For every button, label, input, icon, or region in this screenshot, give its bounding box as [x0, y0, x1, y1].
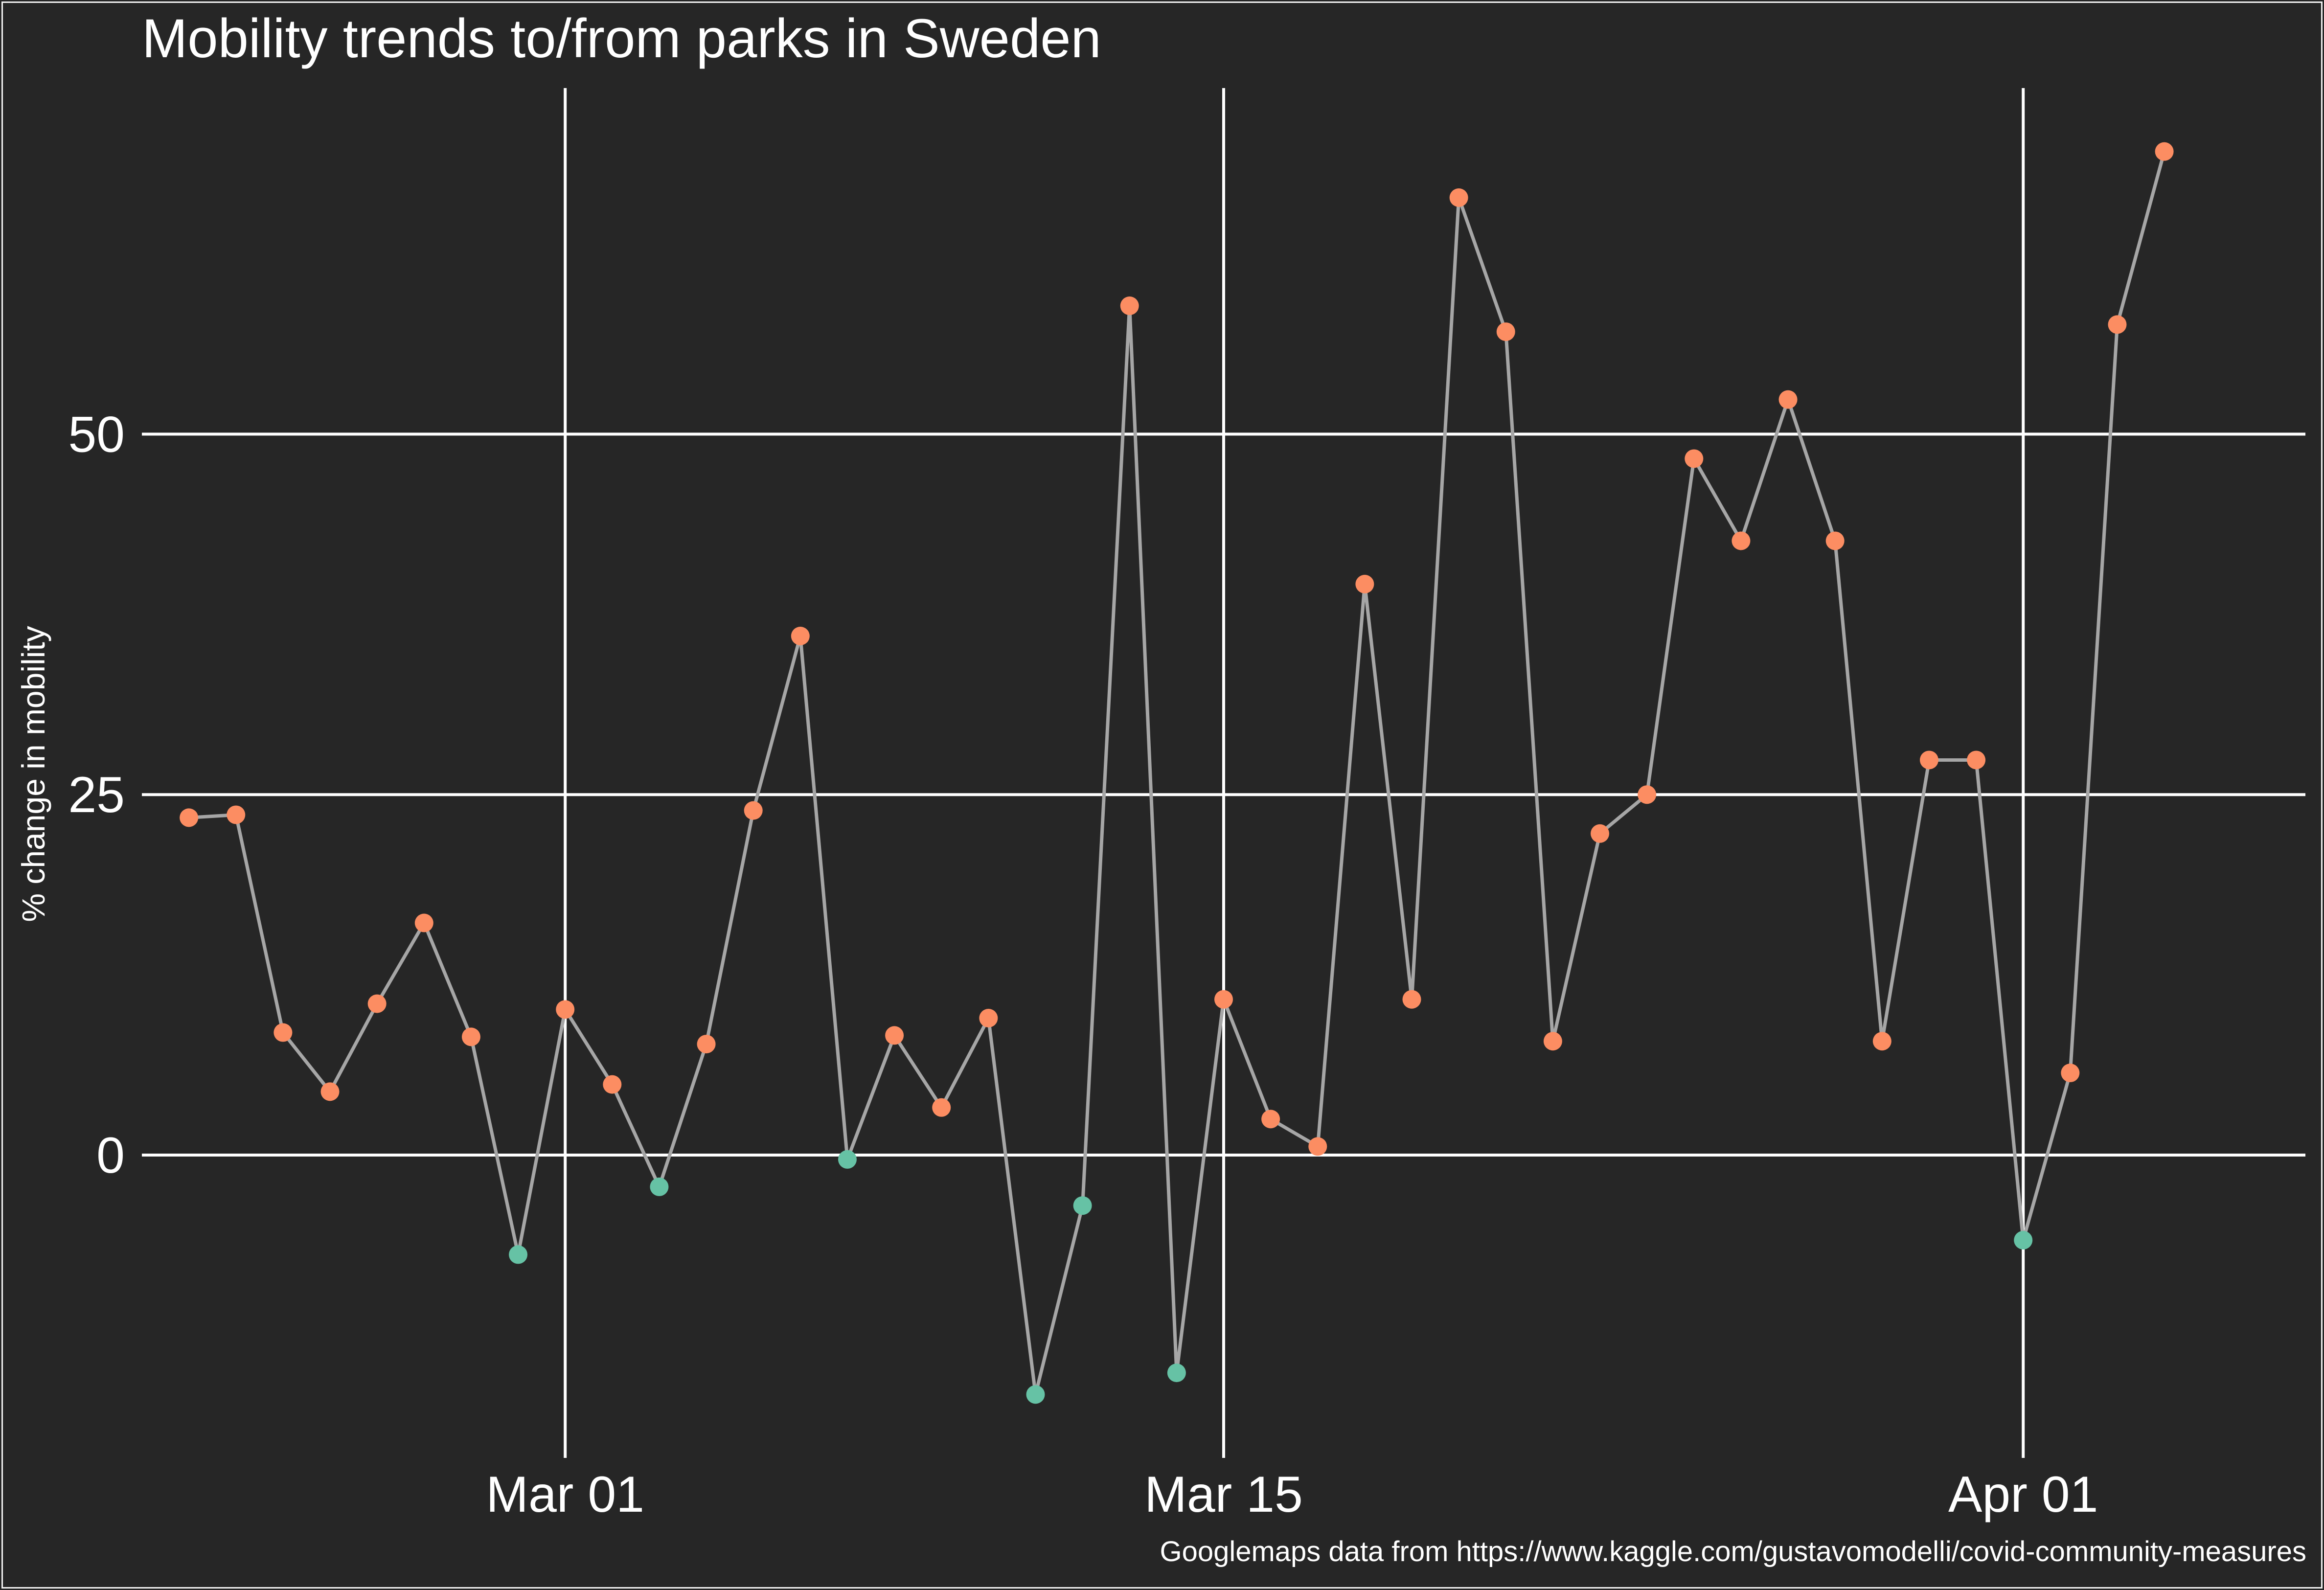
data-point: [2061, 1064, 2080, 1083]
data-point: [1496, 322, 1515, 341]
data-point: [1214, 990, 1233, 1009]
data-point: [1026, 1385, 1045, 1404]
x-tick-label: Apr 01: [1948, 1466, 2098, 1523]
data-point: [1167, 1363, 1186, 1383]
data-point: [2108, 315, 2127, 334]
data-point: [273, 1023, 293, 1042]
data-point: [1967, 750, 1986, 770]
data-point: [1919, 750, 1938, 770]
chart-title: Mobility trends to/from parks in Sweden: [142, 8, 1101, 69]
data-point: [2014, 1230, 2033, 1249]
series-line-path: [188, 151, 2166, 1396]
series-line: [188, 151, 2166, 1396]
data-point: [1825, 531, 1845, 550]
data-point: [838, 1150, 857, 1169]
data-point: [1732, 531, 1751, 550]
data-point: [461, 1027, 480, 1046]
data-point: [509, 1245, 528, 1264]
data-point: [979, 1009, 998, 1028]
data-point: [1778, 390, 1798, 409]
data-point: [1261, 1110, 1280, 1129]
data-point: [367, 994, 387, 1013]
y-tick-label: 50: [68, 406, 125, 463]
y-tick-label: 0: [96, 1127, 125, 1184]
x-tick-label: Mar 01: [486, 1466, 644, 1523]
data-point: [1073, 1196, 1092, 1215]
data-point: [1402, 990, 1421, 1009]
data-point: [650, 1177, 669, 1196]
axis-ticks: 0 25 50 Mar 01 Mar 15 Apr 01: [68, 406, 2098, 1523]
data-point: [697, 1035, 716, 1054]
y-tick-label: 25: [68, 767, 125, 823]
x-tick-label: Mar 15: [1144, 1466, 1303, 1523]
data-point: [320, 1082, 340, 1101]
data-point: [1449, 188, 1468, 207]
data-point: [1543, 1032, 1562, 1051]
series-points: [180, 142, 2174, 1404]
data-point: [2155, 142, 2174, 161]
data-point: [1308, 1137, 1327, 1156]
data-point: [885, 1026, 904, 1045]
source-caption: Googlemaps data from https://www.kaggle.…: [1160, 1536, 2306, 1567]
data-point: [180, 808, 199, 827]
data-point: [414, 913, 433, 932]
data-point: [556, 1000, 575, 1019]
data-point: [1591, 824, 1610, 843]
data-point: [791, 627, 810, 645]
data-point: [1638, 785, 1657, 804]
data-point: [1685, 449, 1704, 468]
data-point: [227, 805, 246, 824]
data-point: [1120, 296, 1139, 316]
data-point: [932, 1098, 951, 1117]
data-point: [1355, 574, 1374, 593]
data-point: [744, 801, 763, 820]
data-point: [603, 1075, 622, 1094]
data-point: [1872, 1032, 1891, 1051]
grid-lines: [142, 88, 2305, 1458]
